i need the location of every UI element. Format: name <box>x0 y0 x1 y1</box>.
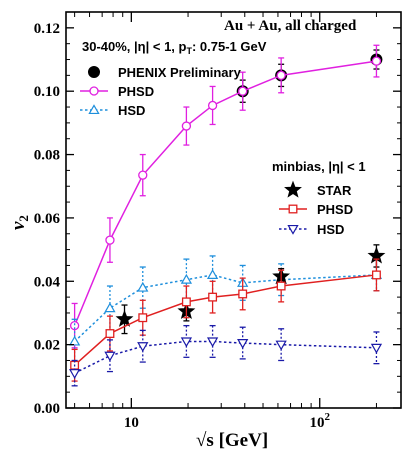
legend-entry: PHSD <box>279 202 353 217</box>
data-point <box>68 335 81 346</box>
legend-entry: PHENIX Preliminary <box>88 65 242 80</box>
series-1 <box>69 44 382 349</box>
data-point <box>68 369 81 379</box>
data-point <box>276 281 286 291</box>
data-point <box>105 235 115 245</box>
legend-label: PHSD <box>317 202 353 217</box>
legend-marker <box>284 180 302 198</box>
legend-label: PHSD <box>118 84 154 99</box>
data-point <box>138 313 148 323</box>
series-2 <box>68 255 383 365</box>
legend-entry: STAR <box>284 180 352 198</box>
y-tick-label: 0.04 <box>34 274 61 290</box>
legend-label: PHENIX Preliminary <box>118 65 242 80</box>
legend-entry: HSD <box>80 103 145 118</box>
plot-frame <box>65 11 402 409</box>
data-point <box>238 289 248 299</box>
data-point <box>104 302 116 313</box>
data-point <box>180 273 193 284</box>
y-axis-label: v2 <box>8 215 31 230</box>
data-point <box>238 86 248 96</box>
y-tick-label: 0.06 <box>34 211 61 227</box>
data-point <box>237 339 249 349</box>
y-tick-label: 0.12 <box>34 21 60 37</box>
data-point <box>206 337 219 348</box>
data-point <box>180 337 193 348</box>
data-point <box>181 297 191 307</box>
data-point <box>181 121 192 131</box>
data-point <box>105 329 115 339</box>
series-0 <box>236 49 383 103</box>
legend-label: HSD <box>118 103 145 118</box>
series-line <box>74 340 377 374</box>
data-point <box>371 270 381 280</box>
y-tick-label: 0.08 <box>34 148 60 164</box>
series-line <box>73 60 377 326</box>
legend-entry: HSD <box>279 222 344 237</box>
y-tick-label: 0.02 <box>34 338 60 354</box>
y-tick-label: 0.10 <box>34 84 60 100</box>
annotation-centrality: 30-40%, |η| < 1, pT: 0.75-1 GeV <box>82 39 267 56</box>
data-point <box>137 342 149 353</box>
legend: PHENIX Preliminary PHSD HSD STAR PHSD HSD <box>80 65 353 237</box>
plot-area <box>68 44 386 387</box>
data-point <box>137 281 149 292</box>
data-point <box>208 292 218 302</box>
y-tick-label: 0.00 <box>34 401 60 417</box>
series-line <box>74 274 377 343</box>
data-point <box>104 351 116 362</box>
legend-marker <box>88 66 100 78</box>
data-point <box>207 100 218 111</box>
data-point <box>69 320 80 331</box>
data-point <box>206 269 219 279</box>
legend-marker <box>288 204 298 214</box>
legend-label: STAR <box>317 183 352 198</box>
x-axis-label: √s [GeV] <box>196 430 268 451</box>
annotation-minbias: minbias, |η| < 1 <box>272 159 366 174</box>
annotation-title: Au + Au, all charged <box>224 18 357 34</box>
series-line <box>74 274 377 366</box>
data-point <box>275 340 287 351</box>
series-5 <box>68 324 383 387</box>
x-tick-label: 10 <box>124 415 139 431</box>
data-point <box>370 343 383 354</box>
legend-marker <box>89 86 99 96</box>
legend-entry: PHSD <box>80 84 154 99</box>
legend-label: HSD <box>317 222 344 237</box>
data-point <box>371 56 382 66</box>
data-point <box>138 170 148 180</box>
x-tick-label: 102 <box>309 411 330 431</box>
data-point <box>276 70 286 81</box>
legend-marker <box>88 104 100 115</box>
legend-marker <box>287 224 299 235</box>
data-point <box>115 309 134 327</box>
axes: 0.00 0.02 0.04 0.06 0.08 0.10 0.12 10 102 <box>34 11 402 431</box>
series-3 <box>115 244 386 335</box>
